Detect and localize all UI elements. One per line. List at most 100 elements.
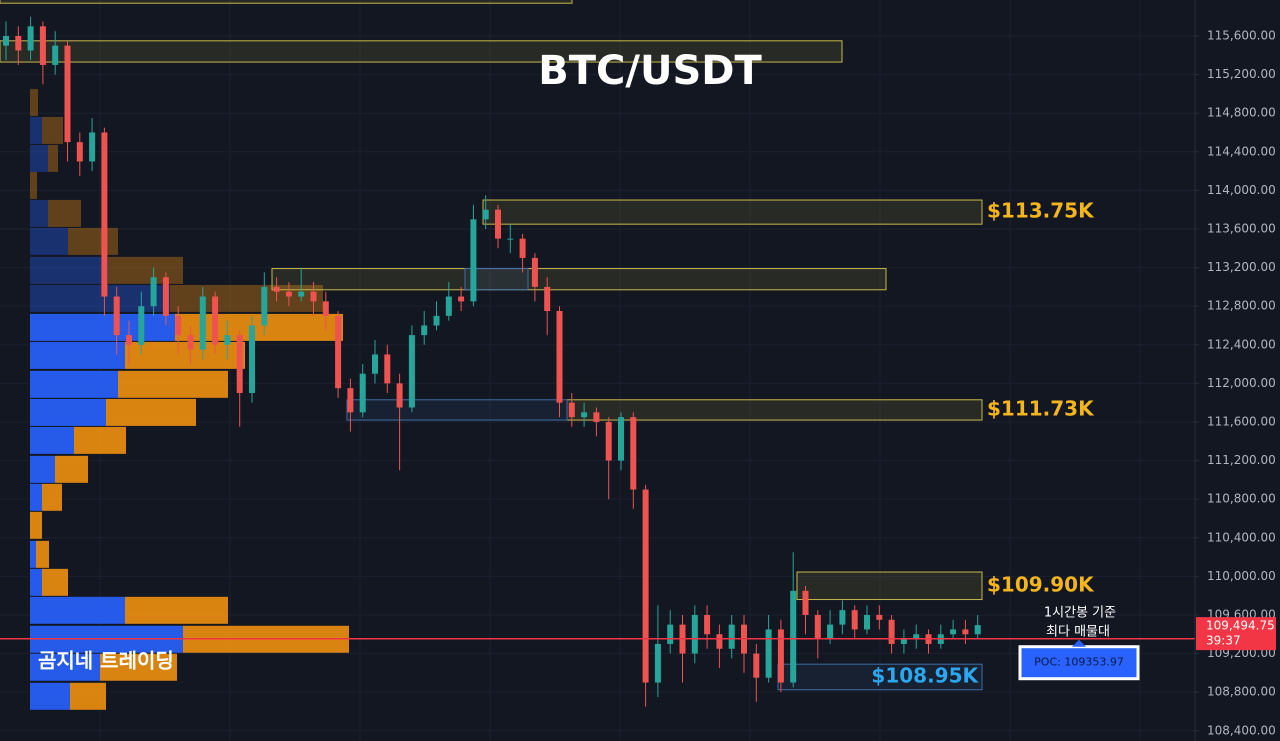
profile-sell-bar xyxy=(125,341,245,369)
profile-sell-bar xyxy=(30,88,38,116)
zone-box xyxy=(464,268,529,291)
profile-buy-bar xyxy=(30,540,36,568)
profile-buy-bar xyxy=(30,483,42,511)
candle-body xyxy=(298,291,305,297)
candle-body xyxy=(827,624,834,640)
candle-body xyxy=(126,335,132,345)
candle-body xyxy=(495,209,501,239)
candles xyxy=(3,16,981,707)
candle-body xyxy=(433,315,440,326)
profile-buy-bar xyxy=(30,199,48,227)
profile-sell-bar xyxy=(118,370,228,398)
candle-body xyxy=(212,296,219,345)
candle-body xyxy=(335,315,342,389)
candle-body xyxy=(458,296,465,302)
candle-body xyxy=(753,653,760,678)
candle-body xyxy=(618,417,624,461)
candle-body xyxy=(531,257,538,287)
candle-body xyxy=(728,624,735,649)
price-axis-labels: 108,400.00108,800.00109,200.00109,600.00… xyxy=(1195,28,1276,737)
y-tick-label: 110,800.00 xyxy=(1207,492,1276,506)
candle-body xyxy=(581,412,588,418)
candle-body xyxy=(876,614,883,620)
profile-buy-bar xyxy=(30,398,106,426)
candle-body xyxy=(3,35,9,46)
zone-label: $108.95K xyxy=(871,663,979,687)
candle-body xyxy=(89,132,96,162)
profile-buy-bar xyxy=(30,568,42,596)
countdown: 39:37 xyxy=(1206,634,1241,648)
profile-sell-bar xyxy=(30,511,42,539)
profile-buy-bar xyxy=(30,313,175,341)
zone-box xyxy=(0,0,573,4)
y-tick-label: 115,200.00 xyxy=(1207,67,1276,81)
candle-body xyxy=(408,335,415,408)
poc-box xyxy=(1018,645,1140,681)
candle-body xyxy=(150,277,157,307)
candle-body xyxy=(27,26,34,51)
y-tick-label: 115,600.00 xyxy=(1207,28,1276,42)
candle-body xyxy=(802,590,809,615)
candle-body xyxy=(691,614,698,654)
candle-body xyxy=(76,142,83,162)
candle-body xyxy=(39,26,46,65)
zone-box xyxy=(482,199,983,225)
candle-body xyxy=(445,296,452,316)
candle-body xyxy=(273,286,280,292)
y-tick-label: 110,000.00 xyxy=(1207,569,1276,583)
candle-body xyxy=(64,45,71,143)
candle-body xyxy=(568,402,575,418)
y-tick-label: 114,800.00 xyxy=(1207,106,1276,120)
y-tick-label: 110,400.00 xyxy=(1207,530,1276,544)
profile-sell-bar xyxy=(30,171,37,199)
candle-body xyxy=(421,325,428,336)
note-line: 1시간봉 기준 xyxy=(1044,606,1116,621)
zone-label: $109.90K xyxy=(987,572,1095,596)
candle-body xyxy=(544,286,551,312)
y-tick-label: 114,000.00 xyxy=(1207,183,1276,197)
zone-box xyxy=(346,399,568,421)
profile-sell-bar xyxy=(70,682,106,710)
candle-body xyxy=(162,277,169,316)
candle-body xyxy=(704,614,711,635)
candle-body xyxy=(814,614,821,640)
profile-sell-bar xyxy=(55,455,88,483)
candle-body xyxy=(593,412,600,422)
profile-sell-bar xyxy=(36,540,49,568)
watermark: 곰지네 트레이딩 xyxy=(38,649,174,673)
candle-body xyxy=(667,624,674,644)
profile-buy-bar xyxy=(30,455,55,483)
candle-body xyxy=(359,373,366,413)
profile-buy-bar xyxy=(30,284,170,312)
candle-body xyxy=(396,383,403,408)
candle-body xyxy=(962,629,969,635)
candle-body xyxy=(236,335,243,394)
y-tick-label: 113,200.00 xyxy=(1207,260,1276,274)
y-tick-label: 113,600.00 xyxy=(1207,221,1276,235)
profile-sell-bar xyxy=(68,227,118,255)
candle-body xyxy=(864,614,870,630)
candle-body xyxy=(384,354,391,384)
candle-body xyxy=(482,209,489,220)
profile-sell-bar xyxy=(74,426,126,454)
candle-body xyxy=(642,489,649,683)
profile-buy-bar xyxy=(30,426,74,454)
y-tick-label: 108,400.00 xyxy=(1207,723,1276,737)
y-tick-label: 111,200.00 xyxy=(1207,453,1276,467)
candle-body xyxy=(224,335,231,345)
candle-body xyxy=(605,421,612,461)
candle-body xyxy=(913,634,920,640)
zone-label: $111.73K xyxy=(987,396,1095,420)
candle-body xyxy=(261,286,268,326)
profile-sell-bar xyxy=(42,568,68,596)
candle-body xyxy=(470,219,477,302)
candle-body xyxy=(175,315,182,336)
candle-body xyxy=(716,634,723,649)
profile-buy-bar xyxy=(30,682,70,710)
candle-body xyxy=(322,301,329,316)
grid xyxy=(0,0,1195,741)
zone-box xyxy=(796,571,983,601)
candle-body xyxy=(113,296,120,336)
zone-box xyxy=(566,399,983,421)
y-tick-label: 108,800.00 xyxy=(1207,685,1276,699)
